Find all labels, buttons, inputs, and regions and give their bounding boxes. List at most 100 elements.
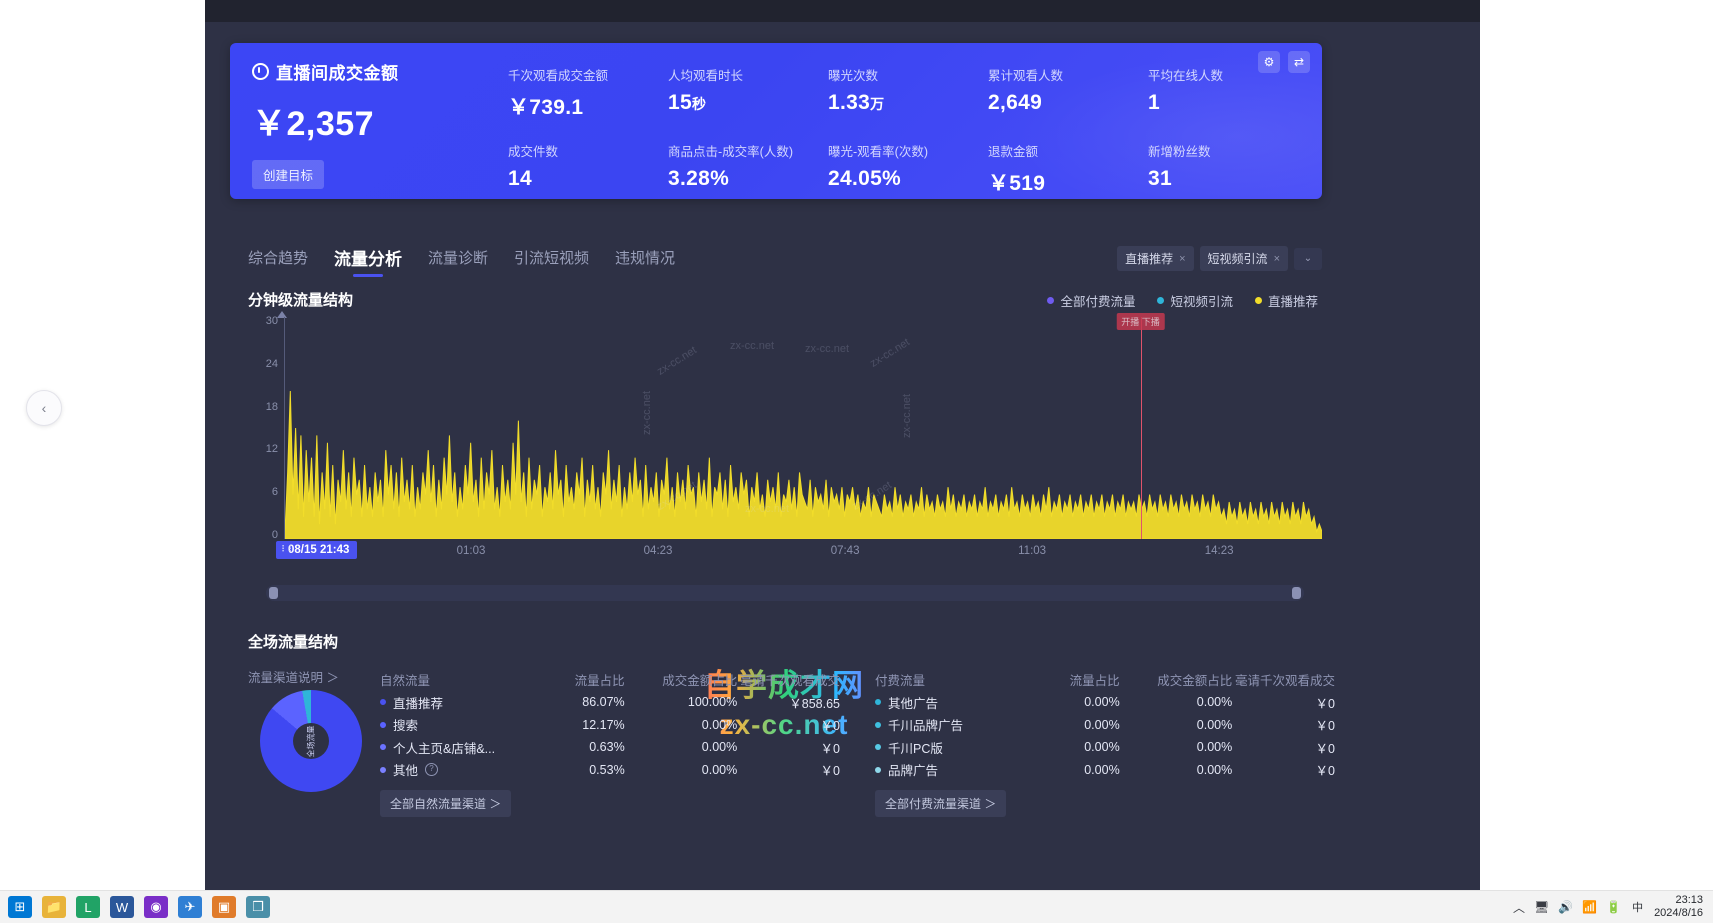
taskbar-clock[interactable]: 23:13 2024/8/16 <box>1654 894 1703 919</box>
kpi-cell: 成交件数 14 <box>508 141 668 197</box>
channel-name: 其他广告 <box>888 696 939 711</box>
amount-share-cell: 100.00% <box>687 695 738 710</box>
kpi-cell-value: 24.05% <box>828 167 902 190</box>
taskbar-system-tray: ︿ 🖥 🔊 📶 🔋 中 23:13 2024/8/16 <box>1513 894 1713 919</box>
legend-item[interactable]: 全部付费流量 <box>1047 291 1135 310</box>
traffic-share-cell: 86.07% <box>582 695 625 710</box>
kpi-cell: 商品点击-成交率(人数) 3.28% <box>668 141 828 197</box>
chart-title: 分钟级流量结构 <box>248 292 354 309</box>
table-row: 搜索 12.17% 0.00% ￥0 <box>380 714 840 737</box>
kpi-toolbar: ⚙ ⇄ <box>1258 51 1310 73</box>
kpi-cell: 累计观看人数 2,649 <box>988 65 1148 121</box>
file-explorer-icon[interactable]: 📁 <box>42 896 66 918</box>
tab-1[interactable]: 流量分析 <box>334 245 402 277</box>
desktop-left-area <box>0 0 205 890</box>
kpi-cell-label: 平均在线人数 <box>1148 69 1224 83</box>
channel-name: 千川品牌广告 <box>888 719 964 734</box>
series-dot-icon <box>875 699 881 706</box>
app-purple-icon[interactable]: ◉ <box>144 896 168 918</box>
kpi-cell-value: 1 <box>1148 91 1160 114</box>
collapse-sidebar-button[interactable]: ‹ <box>26 390 62 426</box>
per-thousand-cell: ￥0 <box>1315 764 1335 779</box>
chart-range-scrollbar[interactable] <box>266 585 1304 601</box>
kpi-cell: 曝光次数 1.33万 <box>828 65 988 121</box>
amount-share-cell: 0.00% <box>1196 740 1233 755</box>
swap-icon[interactable]: ⇄ <box>1288 51 1310 73</box>
app-word-icon[interactable]: W <box>110 896 134 918</box>
column-header: 毫请千次观看成交 <box>1234 673 1335 688</box>
tab-2[interactable]: 流量诊断 <box>428 250 489 267</box>
tray-icon-3[interactable]: 📶 <box>1582 900 1598 914</box>
table-row: 直播推荐 86.07% 100.00% ￥858.65 <box>380 691 840 714</box>
tray-icon-2[interactable]: 🔊 <box>1558 900 1574 914</box>
x-axis-start-label[interactable]: 08/15 21:43 <box>276 541 358 559</box>
traffic-share-cell: 12.17% <box>582 717 625 732</box>
traffic-share-cell: 0.00% <box>1084 717 1120 732</box>
traffic-line-series <box>285 390 1322 539</box>
x-axis-tick: 11:03 <box>1018 545 1047 557</box>
table-row: 其他广告 0.00% 0.00% ￥0 <box>875 691 1335 714</box>
per-thousand-cell: ￥858.65 <box>789 696 840 711</box>
app-orange-icon[interactable]: ▣ <box>212 896 236 918</box>
traffic-share-cell: 0.63% <box>589 740 625 755</box>
ime-indicator[interactable]: 中 <box>1632 902 1644 914</box>
channel-explain-link[interactable]: 流量渠道说明 ＞ <box>248 671 339 685</box>
help-icon[interactable]: ? <box>425 763 439 777</box>
column-header: 流量占比 <box>574 673 625 688</box>
channel-name: 个人主页&店铺&... <box>393 741 496 756</box>
clock-date: 2024/8/16 <box>1654 907 1703 919</box>
chart-legend: 全部付费流量 短视频引流 直播推荐 <box>1047 291 1318 310</box>
tray-icon-1[interactable]: 🖥 <box>1533 900 1550 914</box>
app-green-icon[interactable]: L <box>76 896 100 918</box>
tray-icon-4[interactable]: 🔋 <box>1606 900 1622 914</box>
minute-traffic-chart-card: 分钟级流量结构 全部付费流量 短视频引流 直播推荐 30 24 18 12 6 0 开播 下播… <box>230 285 1322 740</box>
channel-name-cell: 千川品牌广告 <box>875 715 1022 734</box>
per-thousand-cell: ￥0 <box>1315 696 1335 711</box>
all-paid-channels-button[interactable]: 全部付费流量渠道 ＞ <box>875 790 1007 817</box>
y-axis: 30 24 18 12 6 0 <box>248 315 282 541</box>
per-thousand-cell: ￥0 <box>820 719 840 734</box>
kpi-cell-label: 成交件数 <box>508 145 559 159</box>
traffic-share-cell: 0.00% <box>1084 762 1120 777</box>
range-handle-left[interactable] <box>269 587 278 599</box>
kpi-primary-label: 直播间成交金额 <box>276 64 399 83</box>
tab-0[interactable]: 综合趋势 <box>248 250 309 267</box>
app-window: ⚙ ⇄ 直播间成交金额 ￥2,357 创建目标 千次观看成交金额 ￥739.1 人均… <box>205 0 1480 890</box>
tray-icon-0[interactable]: ︿ <box>1512 900 1525 915</box>
close-icon[interactable]: × <box>1179 252 1186 265</box>
close-icon[interactable]: × <box>1273 252 1280 265</box>
y-axis-tick: 30 <box>265 315 278 327</box>
gear-icon[interactable]: ⚙ <box>1258 51 1280 73</box>
broadcast-end-marker-line <box>1140 317 1142 539</box>
start-button-icon[interactable]: ⊞ <box>8 896 32 918</box>
kpi-cell-label: 累计观看人数 <box>988 69 1064 83</box>
series-dot-icon <box>380 699 386 706</box>
filter-chip[interactable]: 短视频引流 × <box>1199 246 1288 271</box>
kpi-hero-panel: ⚙ ⇄ 直播间成交金额 ￥2,357 创建目标 千次观看成交金额 ￥739.1 人均… <box>230 43 1322 199</box>
filter-chip[interactable]: 直播推荐 × <box>1117 246 1194 271</box>
kpi-cell-label: 千次观看成交金额 <box>508 69 609 83</box>
info-icon <box>252 63 269 80</box>
legend-label: 直播推荐 <box>1267 295 1318 309</box>
range-handle-right[interactable] <box>1292 587 1301 599</box>
legend-item[interactable]: 直播推荐 <box>1254 291 1318 310</box>
tab-4[interactable]: 违规情况 <box>615 250 676 267</box>
app-blue-icon[interactable]: ✈ <box>178 896 202 918</box>
create-goal-button[interactable]: 创建目标 <box>252 160 325 189</box>
amount-share-cell: 0.00% <box>1196 762 1233 777</box>
series-dot-icon <box>380 721 386 728</box>
tab-3[interactable]: 引流短视频 <box>514 250 590 267</box>
channel-name-cell: 个人主页&店铺&... <box>380 738 527 757</box>
chevron-down-icon[interactable]: ⌄ <box>1294 247 1322 270</box>
legend-item[interactable]: 短视频引流 <box>1157 291 1233 310</box>
tab-list: 综合趋势 流量分析 流量诊断 引流短视频 违规情况 <box>230 240 1322 282</box>
table-body: 其他广告 0.00% 0.00% ￥0 千川品牌广告 0.00% 0.00% ￥0 千川PC版 0… <box>875 691 1335 781</box>
amount-share-cell: 0.00% <box>1196 717 1233 732</box>
desktop-right-area <box>1480 0 1713 890</box>
x-axis-tick: 14:23 <box>1204 545 1234 557</box>
all-natural-channels-button[interactable]: 全部自然流量渠道 ＞ <box>380 790 512 817</box>
per-thousand-cell: ￥0 <box>820 764 840 779</box>
natural-traffic-table: 自然流量 流量占比 成交金额占比 毫请千次观看成交 直播推荐 86.07% 100.00%… <box>380 667 840 817</box>
app-teal-icon[interactable]: ❒ <box>246 896 270 918</box>
series-dot-icon <box>380 766 386 773</box>
